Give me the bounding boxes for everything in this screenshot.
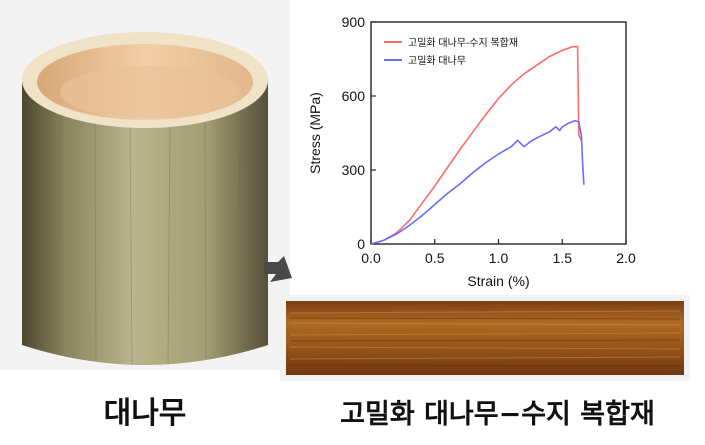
- x-axis-label: Strain (%): [467, 273, 529, 289]
- legend-label-1: 고밀화 대나무-수지 복합재: [408, 37, 518, 49]
- arrow-down-right-icon: [264, 256, 292, 282]
- x-tick-label: 2.0: [616, 250, 636, 266]
- x-tick-label: 0.0: [361, 250, 381, 266]
- y-tick-label: 900: [342, 14, 366, 30]
- x-tick-label: 0.5: [425, 250, 445, 266]
- series-line-2: [370, 119, 585, 245]
- x-tick-label: 1.5: [553, 250, 573, 266]
- stress-strain-chart: 0.0 0.5 1.0 1.5 2.0 0 300 600 900 Strain (%) Stres…: [307, 14, 636, 289]
- bamboo-cylinder-photo: [0, 0, 290, 370]
- legend-label-2: 고밀화 대나무: [408, 55, 466, 67]
- y-tick-label: 300: [342, 162, 366, 178]
- chart-series: [370, 45, 585, 245]
- x-tick-label: 1.0: [489, 250, 509, 266]
- series-line-1: [370, 45, 583, 245]
- composite-caption: 고밀화 대나무−수지 복합재: [340, 399, 655, 430]
- chart-axes: 0.0 0.5 1.0 1.5 2.0 0 300 600 900 Strain (%) Stres…: [307, 14, 636, 289]
- y-axis-label: Stress (MPa): [307, 92, 323, 174]
- y-tick-label: 0: [357, 236, 365, 252]
- bamboo-caption: 대나무: [103, 396, 187, 431]
- y-tick-label: 600: [342, 88, 366, 104]
- composite-board-photo: [280, 295, 690, 381]
